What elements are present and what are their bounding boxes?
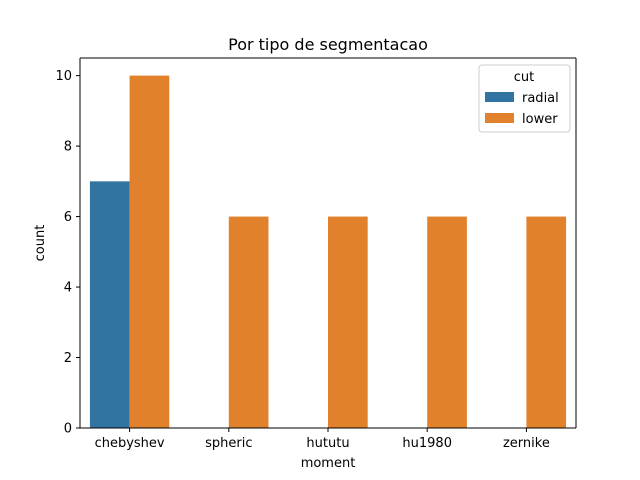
y-axis-label: count (33, 225, 48, 262)
x-tick-label: hututu (306, 436, 349, 451)
bar-radial-chebyshev (89, 181, 130, 428)
bars-group (89, 75, 567, 428)
y-ticks-group: 0 2 4 6 8 10 (55, 69, 80, 437)
x-tick-label: spheric (205, 436, 252, 451)
legend-label-radial: radial (522, 91, 559, 106)
legend-title: cut (514, 70, 534, 85)
x-tick-label: zernike (503, 436, 550, 451)
bar-lower-hu1980 (427, 216, 467, 428)
y-tick-label: 4 (64, 281, 72, 296)
y-tick-label: 6 (64, 210, 72, 225)
bar-lower-chebyshev (129, 75, 170, 428)
x-tick-label: hu1980 (402, 436, 452, 451)
bar-lower-spheric (228, 216, 269, 428)
chart-title: Por tipo de segmentacao (228, 35, 428, 54)
y-tick-label: 10 (55, 69, 72, 84)
x-axis-label: moment (301, 456, 356, 471)
y-tick-label: 8 (64, 140, 72, 155)
legend-swatch-radial (485, 92, 514, 102)
x-tick-label: chebyshev (95, 436, 165, 451)
bar-lower-zernike (526, 216, 567, 428)
bar-lower-hututu (328, 216, 368, 428)
legend: cut radial lower (478, 64, 571, 133)
legend-swatch-lower (485, 113, 514, 123)
axes-frame (79, 57, 577, 429)
legend-label-lower: lower (522, 112, 558, 127)
y-tick-label: 2 (64, 351, 72, 366)
x-ticks-group: chebyshev spheric hututu hu1980 zernike (95, 428, 550, 451)
y-tick-label: 0 (64, 422, 72, 437)
